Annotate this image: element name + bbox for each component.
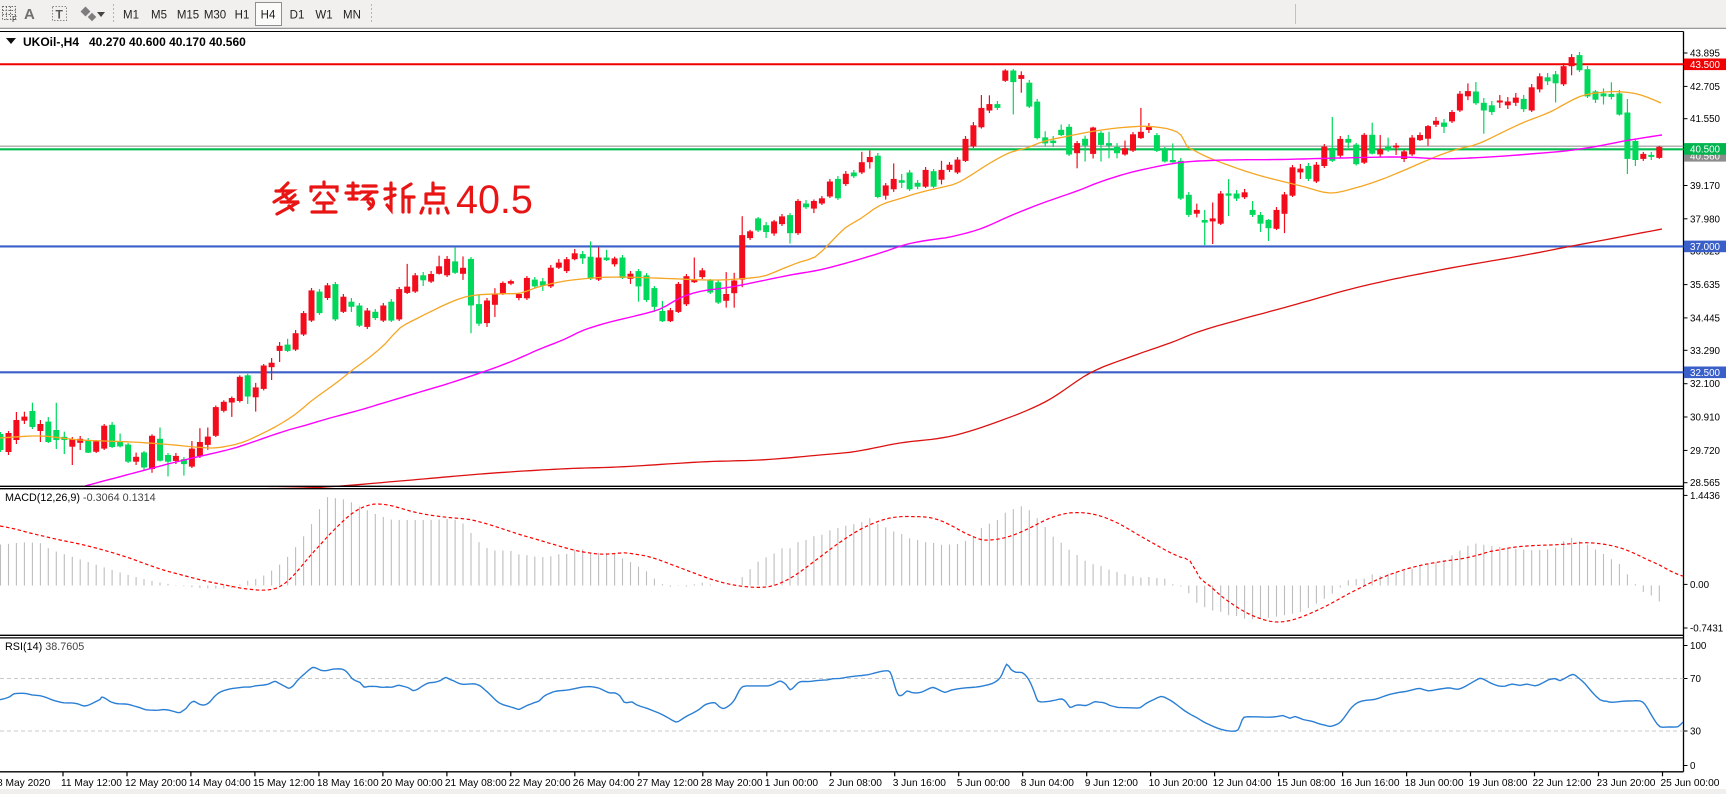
svg-text:0.00: 0.00: [1690, 580, 1710, 591]
svg-text:1 Jun 00:00: 1 Jun 00:00: [765, 778, 819, 789]
svg-text:41.550: 41.550: [1690, 114, 1721, 125]
svg-text:35.635: 35.635: [1690, 280, 1721, 291]
svg-text:A: A: [24, 6, 35, 23]
svg-text:15 May 12:00: 15 May 12:00: [253, 778, 315, 789]
svg-text:12 May 20:00: 12 May 20:00: [125, 778, 187, 789]
svg-text:M1: M1: [123, 10, 139, 22]
svg-text:70: 70: [1690, 674, 1701, 685]
svg-text:29.720: 29.720: [1690, 446, 1721, 457]
svg-text:RSI(14) 38.7605: RSI(14) 38.7605: [5, 641, 84, 653]
svg-text:8 May 2020: 8 May 2020: [0, 778, 51, 789]
svg-text:34.445: 34.445: [1690, 313, 1721, 324]
svg-text:MN: MN: [343, 10, 361, 22]
svg-text:F: F: [12, 15, 17, 24]
svg-text:42.705: 42.705: [1690, 82, 1721, 93]
svg-text:25 Jun 00:00: 25 Jun 00:00: [1661, 778, 1720, 789]
svg-text:43.895: 43.895: [1690, 49, 1721, 60]
svg-text:M30: M30: [204, 10, 226, 22]
svg-text:30: 30: [1690, 727, 1701, 738]
svg-text:12 Jun 04:00: 12 Jun 04:00: [1213, 778, 1272, 789]
svg-text:30.910: 30.910: [1690, 413, 1721, 424]
svg-text:UKOil-,H4 40.270 40.600 40.1: UKOil-,H4 40.270 40.600 40.170 40.560: [23, 35, 246, 49]
svg-text:19 Jun 08:00: 19 Jun 08:00: [1469, 778, 1528, 789]
svg-text:28.565: 28.565: [1690, 478, 1721, 489]
svg-text:5 Jun 00:00: 5 Jun 00:00: [957, 778, 1011, 789]
svg-text:14 May 04:00: 14 May 04:00: [189, 778, 251, 789]
svg-text:37.000: 37.000: [1690, 242, 1721, 253]
svg-text:0: 0: [1690, 761, 1696, 772]
svg-text:M5: M5: [151, 10, 167, 22]
svg-text:W1: W1: [315, 10, 332, 22]
svg-text:32.500: 32.500: [1690, 368, 1721, 379]
svg-text:23 Jun 20:00: 23 Jun 20:00: [1597, 778, 1656, 789]
svg-text:M15: M15: [177, 10, 199, 22]
svg-text:27 May 12:00: 27 May 12:00: [637, 778, 699, 789]
svg-text:18 Jun 00:00: 18 Jun 00:00: [1405, 778, 1464, 789]
svg-text:22 May 20:00: 22 May 20:00: [509, 778, 571, 789]
svg-text:2 Jun 08:00: 2 Jun 08:00: [829, 778, 883, 789]
svg-text:MACD(12,26,9) -0.3064 0.1314: MACD(12,26,9) -0.3064 0.1314: [5, 492, 156, 504]
svg-text:33.290: 33.290: [1690, 346, 1721, 357]
svg-text:9 Jun 12:00: 9 Jun 12:00: [1085, 778, 1139, 789]
svg-text:H4: H4: [261, 10, 276, 22]
svg-text:H1: H1: [235, 10, 250, 22]
svg-text:T: T: [56, 8, 64, 22]
svg-text:11 May 12:00: 11 May 12:00: [61, 778, 122, 789]
svg-text:8 Jun 04:00: 8 Jun 04:00: [1021, 778, 1075, 789]
svg-text:37.980: 37.980: [1690, 214, 1721, 225]
svg-text:16 Jun 16:00: 16 Jun 16:00: [1341, 778, 1400, 789]
svg-text:15 Jun 08:00: 15 Jun 08:00: [1277, 778, 1336, 789]
svg-text:18 May 16:00: 18 May 16:00: [317, 778, 379, 789]
svg-text:40.560: 40.560: [1690, 151, 1721, 162]
svg-text:-0.7431: -0.7431: [1690, 624, 1723, 635]
svg-text:22 Jun 12:00: 22 Jun 12:00: [1533, 778, 1592, 789]
svg-text:28 May 20:00: 28 May 20:00: [701, 778, 763, 789]
svg-text:3 Jun 16:00: 3 Jun 16:00: [893, 778, 947, 789]
svg-text:40.5: 40.5: [456, 178, 533, 222]
svg-text:32.100: 32.100: [1690, 379, 1721, 390]
svg-text:43.500: 43.500: [1690, 60, 1721, 71]
svg-text:10 Jun 20:00: 10 Jun 20:00: [1149, 778, 1208, 789]
svg-text:39.170: 39.170: [1690, 181, 1721, 192]
svg-text:26 May 04:00: 26 May 04:00: [573, 778, 635, 789]
svg-text:20 May 00:00: 20 May 00:00: [381, 778, 443, 789]
svg-text:100: 100: [1690, 641, 1707, 652]
svg-text:40.500: 40.500: [1690, 145, 1721, 156]
svg-text:D1: D1: [290, 10, 305, 22]
svg-text:21 May 08:00: 21 May 08:00: [445, 778, 507, 789]
svg-text:1.4436: 1.4436: [1690, 491, 1721, 502]
